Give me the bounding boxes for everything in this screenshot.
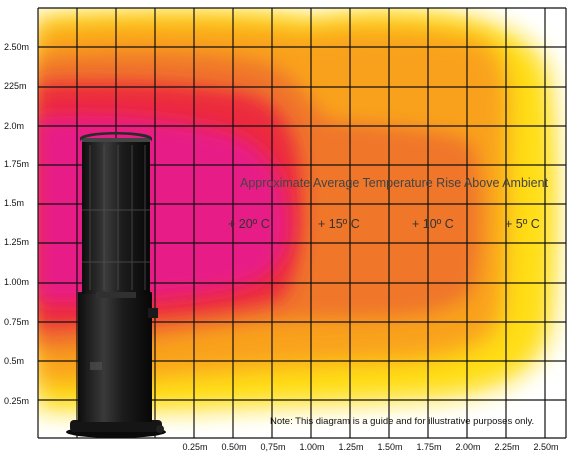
zone-label-15: + 15º C (318, 217, 360, 231)
y-label-0-5m: 0.5m (4, 356, 25, 366)
y-label-0-25m: 0.25m (4, 396, 30, 406)
y-label-1-75m: 1.75m (4, 159, 30, 169)
y-label-2-25m: 225m (4, 81, 27, 91)
y-label-1-00m: 1.00m (4, 277, 30, 287)
x-label-2-25m: 2.25m (494, 442, 520, 452)
x-label-2-50m: 2.50m (533, 442, 559, 452)
y-label-1-5m: 1.5m (4, 198, 25, 208)
y-label-1-25m: 1.25m (4, 237, 30, 247)
x-label-0-25m: 0.25m (182, 442, 208, 452)
x-label-1-50m: 1.50m (377, 442, 403, 452)
y-label-2-50m: 2.50m (4, 42, 30, 52)
disclaimer-note: Note: This diagram is a guide and for il… (270, 416, 535, 427)
zone-label-10: + 10º C (412, 217, 454, 231)
diagram-heading: Approximate Average Temperature Rise Abo… (240, 176, 549, 190)
x-label-1-00m: 1.00m (299, 442, 325, 452)
y-label-2-0m: 2.0m (4, 121, 25, 131)
x-label-1-75m: 1.75m (416, 442, 442, 452)
x-label-0-50m: 0.50m (221, 442, 247, 452)
zone-label-5: + 5º C (505, 217, 540, 231)
zone-label-20: + 20º C (228, 217, 270, 231)
x-label-0-75m: 0,75m (260, 442, 286, 452)
x-label-1-25m: 1.25m (338, 442, 364, 452)
x-label-2-00m: 2.00m (455, 442, 481, 452)
patio-heater-image (66, 132, 166, 438)
y-label-0-75m: 0.75m (4, 317, 30, 327)
